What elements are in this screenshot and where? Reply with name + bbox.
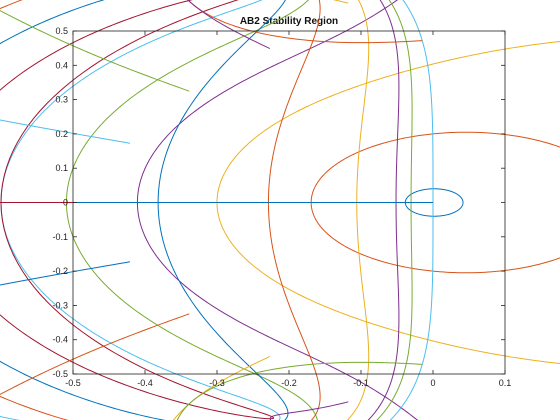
radial-ray — [176, 361, 423, 420]
y-tick-label: -0.5 — [52, 369, 68, 379]
y-axis-ticks: -0.5 -0.4 -0.3 -0.2 -0.1 0 0.1 0.2 0.3 0.4 0.5 — [52, 26, 505, 379]
contour-line — [0, 0, 281, 420]
y-tick-label: 0 — [63, 198, 68, 208]
chart-title: AB2 Stability Region — [240, 16, 338, 27]
contour-line — [65, 0, 318, 420]
contour-line — [0, 0, 321, 420]
radial-ray — [332, 0, 349, 4]
y-tick-label: 0.3 — [55, 95, 68, 105]
y-tick-label: -0.3 — [52, 300, 68, 310]
radial-ray — [0, 313, 190, 395]
y-tick-label: -0.4 — [52, 335, 68, 345]
y-tick-label: 0.5 — [55, 26, 68, 36]
x-tick-label: 0.1 — [499, 378, 512, 388]
contour-line — [136, 0, 419, 420]
y-tick-label: -0.1 — [52, 232, 68, 242]
x-tick-label: 0 — [430, 378, 435, 388]
radial-ray — [269, 401, 349, 420]
x-tick-label: -0.2 — [281, 378, 297, 388]
contour-line — [0, 0, 289, 420]
radial-ray — [0, 119, 131, 144]
y-tick-label: 0.1 — [55, 163, 68, 173]
x-tick-label: -0.1 — [353, 378, 369, 388]
x-axis-ticks: -0.5 -0.4 -0.3 -0.2 -0.1 0 0.1 — [65, 31, 511, 388]
radial-ray — [0, 261, 131, 286]
y-tick-label: 0.2 — [55, 129, 68, 139]
y-tick-label: -0.2 — [52, 266, 68, 276]
radial-ray — [0, 10, 190, 92]
radial-ray — [187, 0, 271, 50]
radial-ray — [172, 355, 271, 420]
y-tick-label: 0.4 — [55, 60, 68, 70]
contour-line — [0, 0, 275, 420]
x-tick-label: -0.4 — [137, 378, 153, 388]
x-tick-label: -0.5 — [65, 378, 81, 388]
x-tick-label: -0.3 — [209, 378, 225, 388]
radial-ray — [187, 0, 423, 44]
radial-rays — [0, 0, 423, 420]
